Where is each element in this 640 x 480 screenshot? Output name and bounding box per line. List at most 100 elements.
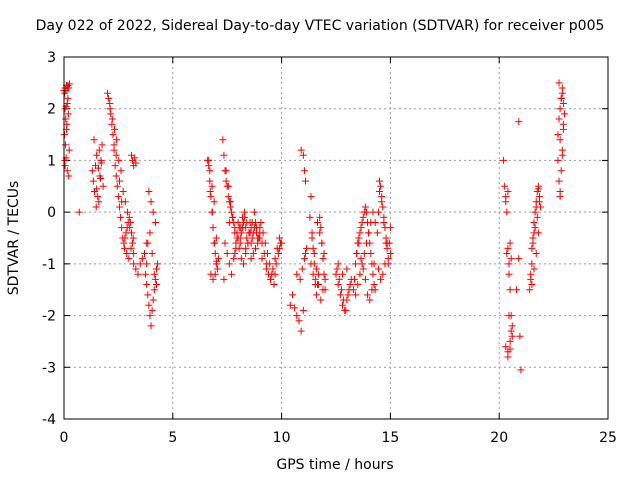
data-point [286, 301, 294, 309]
data-point [231, 250, 239, 258]
data-point [383, 239, 391, 247]
data-point [253, 224, 261, 232]
data-point [233, 234, 241, 242]
data-point [555, 177, 563, 185]
x-tick-label: 5 [168, 430, 177, 446]
data-point [346, 281, 354, 289]
data-point [208, 208, 216, 216]
x-axis-label: GPS time / hours [276, 457, 394, 473]
data-point [534, 185, 542, 193]
data-point [99, 182, 107, 190]
data-point [98, 141, 106, 149]
data-point [505, 270, 513, 278]
data-point [378, 198, 386, 206]
data-point [64, 94, 72, 102]
data-point [129, 239, 137, 247]
data-point [334, 260, 342, 268]
data-point [261, 239, 269, 247]
data-point [379, 270, 387, 278]
data-point [205, 156, 213, 164]
data-point [316, 213, 324, 221]
data-point [320, 250, 328, 258]
data-point [502, 198, 510, 206]
data-point [319, 255, 327, 263]
data-point [154, 260, 162, 268]
data-point [206, 177, 214, 185]
data-point [356, 229, 364, 237]
data-point [368, 286, 376, 294]
data-point [508, 322, 516, 330]
data-point [120, 244, 128, 252]
data-point [237, 229, 245, 237]
data-point [349, 286, 357, 294]
data-point [528, 244, 536, 252]
grid-lines [64, 57, 608, 419]
data-point [530, 218, 538, 226]
data-point [556, 193, 564, 201]
data-point [376, 187, 384, 195]
data-point [380, 218, 388, 226]
data-point [321, 275, 329, 283]
data-point [129, 234, 137, 242]
data-point [152, 265, 160, 273]
data-point [312, 291, 320, 299]
data-point [365, 229, 373, 237]
data-point [141, 250, 149, 258]
data-points [60, 79, 568, 374]
data-point [557, 167, 565, 175]
data-point [224, 182, 232, 190]
data-point [500, 156, 508, 164]
data-point [236, 239, 244, 247]
data-point [526, 286, 534, 294]
data-point [88, 167, 96, 175]
data-point [503, 208, 511, 216]
data-point [533, 213, 541, 221]
data-point [506, 345, 514, 353]
data-point [560, 110, 568, 118]
chart-title: Day 022 of 2022, Sidereal Day-to-day VTE… [35, 18, 605, 34]
data-point [63, 100, 71, 108]
data-point [65, 84, 73, 92]
x-tick-label: 20 [490, 430, 508, 446]
data-point [62, 141, 70, 149]
data-point [271, 270, 279, 278]
data-point [529, 234, 537, 242]
data-point [506, 337, 514, 345]
data-point [132, 159, 140, 167]
data-point [508, 332, 516, 340]
data-point [358, 260, 366, 268]
data-point [335, 275, 343, 283]
data-point [114, 193, 122, 201]
data-point [106, 105, 114, 113]
data-point [246, 229, 254, 237]
data-point [209, 275, 217, 283]
data-point [376, 177, 384, 185]
data-point [231, 224, 239, 232]
data-point [117, 167, 125, 175]
data-point [334, 281, 342, 289]
data-point [559, 100, 567, 108]
data-point [353, 250, 361, 258]
data-point [527, 270, 535, 278]
data-point [307, 193, 315, 201]
data-point [356, 270, 364, 278]
data-point [105, 94, 113, 102]
data-point [211, 239, 219, 247]
data-point [118, 198, 126, 206]
plot-frame [63, 56, 609, 420]
data-point [332, 270, 340, 278]
data-point [504, 187, 512, 195]
data-point [370, 260, 378, 268]
data-point [367, 250, 375, 258]
data-point [319, 286, 327, 294]
data-point [293, 312, 301, 320]
data-point [109, 131, 117, 139]
data-point [146, 229, 154, 237]
data-point [119, 187, 127, 195]
data-point [142, 270, 150, 278]
data-point [288, 291, 296, 299]
data-point [148, 250, 156, 258]
data-point [256, 234, 264, 242]
data-point [94, 193, 102, 201]
